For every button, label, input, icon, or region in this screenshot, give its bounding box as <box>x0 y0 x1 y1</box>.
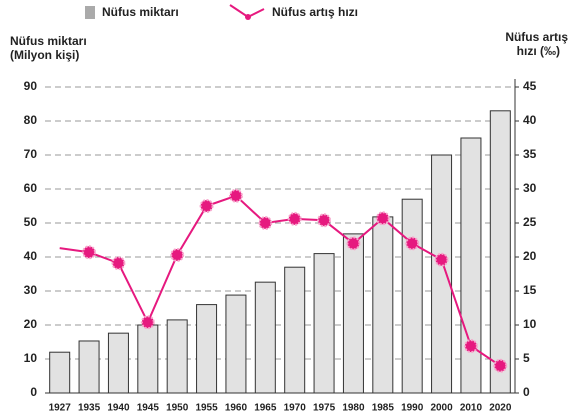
bar <box>342 233 364 394</box>
legend-swatch <box>85 6 95 19</box>
line-marker <box>463 339 478 354</box>
x-tick-label: 1975 <box>313 403 336 414</box>
y2-tick-label: 0 <box>523 385 530 399</box>
line-marker <box>434 252 449 267</box>
line-marker <box>375 211 390 226</box>
y2-tick-label: 25 <box>523 215 537 229</box>
line-marker <box>111 256 126 271</box>
x-tick-label: 1970 <box>284 403 307 414</box>
bar <box>137 324 159 394</box>
y-tick-label: 70 <box>24 147 38 161</box>
y2-tick-label: 20 <box>523 249 537 263</box>
x-tick-label: 1960 <box>225 403 248 414</box>
line-marker <box>258 216 273 230</box>
x-tick-label: 2010 <box>460 403 483 414</box>
legend-label: Nüfus artış hızı <box>272 5 358 19</box>
y2-tick-label: 10 <box>523 317 537 331</box>
y2-axis-label: Nüfus artış <box>505 30 568 44</box>
line-marker <box>82 245 97 260</box>
x-tick-label: 1945 <box>137 403 160 414</box>
y2-tick-label: 35 <box>523 147 537 161</box>
y-tick-label: 10 <box>24 351 38 365</box>
bar <box>254 281 276 394</box>
y2-tick-label: 15 <box>523 283 537 297</box>
y-axis-label: (Milyon kişi) <box>10 48 79 62</box>
x-tick-label: 1980 <box>342 403 365 414</box>
legend-label: Nüfus miktarı <box>102 5 179 19</box>
x-tick-label: 1985 <box>372 403 395 414</box>
x-tick-label: 1927 <box>49 403 72 414</box>
x-tick-label: 1990 <box>401 403 424 414</box>
y-tick-label: 30 <box>24 283 38 297</box>
bar <box>431 154 453 394</box>
line <box>59 194 501 367</box>
bar <box>401 198 423 394</box>
y-tick-label: 40 <box>24 249 38 263</box>
y-tick-label: 90 <box>24 79 38 93</box>
y-tick-label: 50 <box>24 215 38 229</box>
y2-tick-label: 40 <box>523 113 537 127</box>
x-tick-label: 1950 <box>166 403 189 414</box>
line-marker <box>346 236 361 251</box>
bar <box>313 253 335 394</box>
line-marker <box>287 211 302 226</box>
bar <box>49 351 71 394</box>
line-marker <box>405 236 420 251</box>
bar <box>166 319 188 394</box>
y2-axis-label: hızı (‰) <box>517 44 560 58</box>
x-tick-label: 1965 <box>254 403 277 414</box>
bar <box>460 137 482 394</box>
x-tick-label: 2000 <box>430 403 453 414</box>
line-marker <box>317 213 332 228</box>
x-tick-label: 1935 <box>78 403 101 414</box>
y-tick-label: 80 <box>24 113 38 127</box>
y-tick-label: 0 <box>30 385 37 399</box>
x-tick-label: 1955 <box>195 403 218 414</box>
bar <box>78 340 100 394</box>
bar <box>225 294 247 394</box>
line-marker <box>170 247 185 262</box>
bar <box>284 266 306 394</box>
line-marker <box>140 315 155 330</box>
y-tick-label: 60 <box>24 181 38 195</box>
bar <box>196 304 218 394</box>
bar <box>489 110 511 394</box>
y2-tick-label: 45 <box>523 79 537 93</box>
y-axis-label: Nüfus miktarı <box>10 34 87 48</box>
bar <box>107 332 129 394</box>
x-tick-label: 1940 <box>107 403 130 414</box>
line-marker <box>199 199 214 213</box>
line-marker <box>493 358 508 373</box>
y2-tick-label: 5 <box>523 351 530 365</box>
y2-tick-label: 30 <box>523 181 537 195</box>
bar <box>372 216 394 394</box>
line-marker <box>228 188 243 203</box>
x-tick-label: 2020 <box>489 403 512 414</box>
y-tick-label: 20 <box>24 317 38 331</box>
legend-marker <box>245 14 251 20</box>
